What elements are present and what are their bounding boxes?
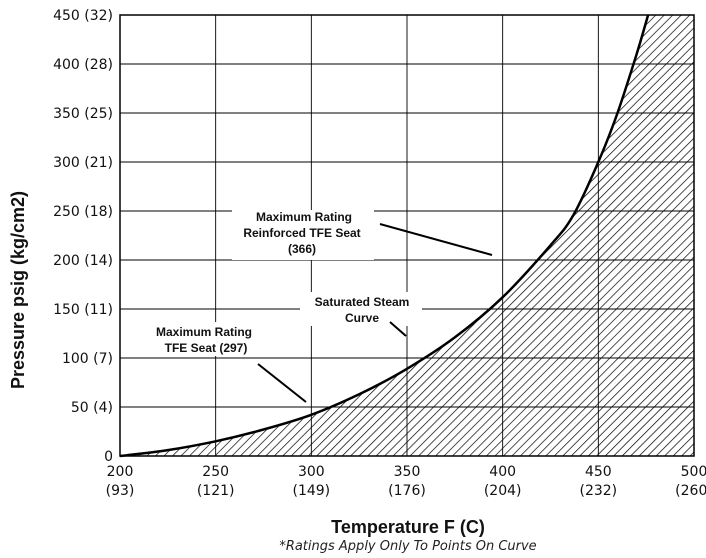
y-tick-label: 50 (4) (71, 400, 113, 416)
y-tick-label: 150 (11) (53, 302, 113, 318)
annotation-steam-line1: Saturated Steam (315, 295, 410, 309)
y-tick-label: 200 (14) (53, 253, 113, 269)
x-axis-ticks: 200 (93) 250 (121) 300 (149) 350 (176) 400 (204) 4… (106, 464, 706, 499)
x-tick-label: 400 (489, 464, 516, 480)
x-tick-sublabel: (232) (580, 483, 618, 499)
x-axis-label: Temperature F (C) (331, 517, 485, 537)
annotation-box-tfe (150, 322, 268, 356)
annotation-tfe-line1: Maximum Rating (156, 325, 252, 339)
x-tick-label: 450 (585, 464, 612, 480)
annotation-steam-line2: Curve (345, 311, 379, 325)
leader-line-reinforced (379, 223, 493, 256)
y-tick-label: 450 (32) (53, 8, 113, 24)
y-tick-label: 100 (7) (62, 351, 113, 367)
y-tick-label: 250 (18) (53, 204, 113, 220)
y-tick-label: 350 (25) (53, 106, 113, 122)
x-tick-sublabel: (121) (197, 483, 235, 499)
annotation-reinforced-line2: Reinforced TFE Seat (243, 226, 360, 240)
footnote: *Ratings Apply Only To Points On Curve (279, 539, 536, 554)
x-tick-sublabel: (176) (388, 483, 426, 499)
hatched-area (120, 15, 694, 456)
saturated-steam-curve (119, 14, 650, 458)
x-tick-sublabel: (260) (675, 483, 706, 499)
annotation-reinforced-line1: Maximum Rating (256, 210, 352, 224)
x-tick-label: 250 (202, 464, 229, 480)
y-axis-label: Pressure psig (kg/cm2) (8, 191, 28, 389)
leader-line-tfe (257, 363, 307, 403)
annotation-box-steam (300, 292, 422, 326)
plot-border (119, 14, 695, 457)
y-tick-label: 400 (28) (53, 57, 113, 73)
x-tick-label: 200 (107, 464, 134, 480)
annotation-box-reinforced (232, 210, 374, 260)
x-tick-sublabel: (204) (484, 483, 522, 499)
annotation-reinforced-line3: (366) (288, 242, 316, 256)
y-axis-ticks: 0 50 (4) 100 (7) 150 (11) 200 (14) 250 (18) 30… (53, 8, 113, 465)
y-tick-label: 300 (21) (53, 155, 113, 171)
annotation-tfe-line2: TFE Seat (297) (165, 341, 248, 355)
y-tick-label: 0 (104, 449, 113, 465)
x-tick-label: 300 (298, 464, 325, 480)
x-tick-sublabel: (93) (106, 483, 135, 499)
x-tick-sublabel: (149) (293, 483, 331, 499)
leader-line-steam (389, 321, 407, 337)
x-tick-label: 350 (394, 464, 421, 480)
x-tick-label: 500 (681, 464, 706, 480)
